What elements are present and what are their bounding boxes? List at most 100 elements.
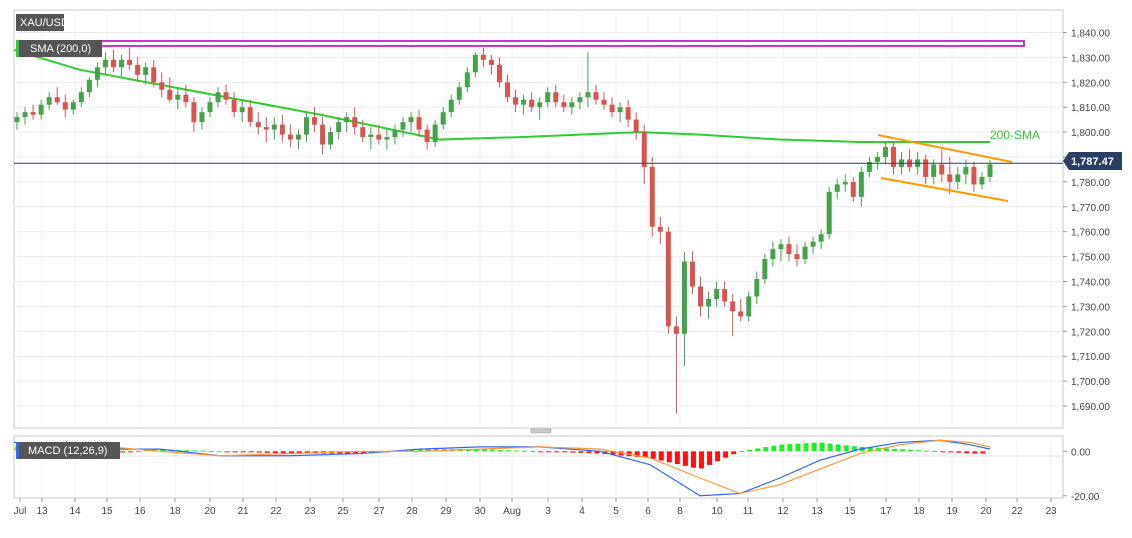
candle-bearish	[159, 82, 165, 90]
candle-bullish	[456, 87, 462, 100]
candle-bullish	[102, 59, 108, 68]
candle-bearish	[360, 127, 366, 138]
macd-histogram-bar-positive	[522, 450, 528, 452]
candle-bullish	[818, 234, 824, 242]
macd-histogram-bar-negative	[964, 451, 970, 454]
macd-histogram-bar-negative	[658, 451, 664, 461]
candle-bullish	[585, 92, 591, 98]
macd-histogram-bar-positive	[506, 450, 512, 452]
price-axis-tick-label: 1,710.00	[1071, 352, 1110, 363]
candle-bearish	[167, 89, 173, 100]
macd-histogram-bar-positive	[144, 450, 150, 452]
candle-bearish	[505, 82, 511, 98]
macd-histogram-bar-negative	[980, 451, 986, 454]
candle-bullish	[239, 107, 245, 113]
time-axis-tick-label: 20	[204, 506, 216, 517]
candle-bullish	[368, 134, 374, 138]
macd-histogram-bar-negative	[690, 451, 696, 468]
candle-bearish	[312, 117, 318, 125]
time-axis-tick-label: 19	[946, 506, 958, 517]
macd-indicator-label: MACD (12,26,9)	[28, 445, 107, 457]
candle-bearish	[30, 112, 36, 115]
macd-histogram-bar-negative	[682, 451, 688, 466]
horizontal-gridlines	[14, 31, 1063, 407]
macd-histogram-bar-positive	[900, 449, 906, 452]
price-axis-tick-label: 1,780.00	[1071, 178, 1110, 189]
candle-bullish	[706, 298, 712, 307]
time-axis-tick-label: 22	[1011, 506, 1023, 517]
candle-bearish	[151, 67, 157, 83]
symbol-label: XAU/USD	[20, 17, 69, 29]
candle-bullish	[987, 164, 993, 177]
candle-bullish	[207, 102, 213, 113]
sma-indicator-tag[interactable]: SMA (200,0)	[16, 40, 102, 57]
candle-bullish	[770, 249, 776, 260]
panel-resize-handle[interactable]	[530, 428, 552, 434]
candlesticks	[14, 47, 993, 414]
candle-bearish	[665, 231, 671, 327]
price-axis-tick-label: 1,810.00	[1071, 103, 1110, 114]
macd-histogram-bar-negative	[288, 451, 294, 454]
time-axis: Jul 13 14 15 16 18 20 21 22 23 25 27 28 29 30 Aug 3 4 5 6 8 1…	[14, 498, 1057, 517]
macd-histogram-bar-negative	[610, 451, 616, 455]
time-axis-tick-label: 11	[743, 506, 754, 517]
candle-bullish	[86, 79, 92, 93]
macd-histogram-bar-positive	[811, 442, 817, 452]
candle-bullish	[46, 97, 52, 105]
candle-bearish	[939, 164, 945, 175]
macd-histogram-bar-positive	[417, 449, 423, 452]
candle-bearish	[553, 92, 559, 103]
candle-bearish	[529, 99, 535, 108]
time-axis-tick-label: 8	[677, 506, 683, 517]
candle-bearish	[923, 159, 929, 177]
macd-histogram-bar-negative	[369, 451, 375, 453]
candle-bullish	[143, 67, 149, 75]
candle-bullish	[432, 124, 438, 143]
macd-histogram-bar-positive	[489, 449, 495, 452]
price-axis-tick-label: 1,730.00	[1071, 302, 1110, 313]
macd-histogram-bar-positive	[908, 449, 914, 452]
macd-histogram-bar-positive	[795, 443, 801, 452]
symbol-tag[interactable]: XAU/USD	[16, 14, 69, 31]
macd-histogram-bar-positive	[867, 447, 873, 452]
time-axis-tick-label: 16	[134, 506, 146, 517]
time-axis-tick-label: 29	[440, 506, 452, 517]
macd-histogram-bar-positive	[425, 449, 431, 452]
candle-bullish	[295, 134, 301, 140]
macd-histogram-bar-negative	[586, 451, 592, 454]
candle-bearish	[689, 261, 695, 287]
macd-indicator-tag[interactable]: MACD (12,26,9)	[16, 442, 120, 459]
macd-histogram-bar-negative	[723, 451, 729, 458]
candle-bearish	[609, 104, 615, 113]
macd-histogram-bar-negative	[361, 451, 367, 454]
time-axis-tick-label: 17	[880, 506, 892, 517]
macd-histogram-bar-negative	[128, 451, 134, 453]
candle-bullish	[617, 107, 623, 113]
price-axis-tick-label: 1,820.00	[1071, 78, 1110, 89]
candle-bearish	[416, 117, 422, 130]
macd-histogram-bar-negative	[546, 451, 552, 453]
price-axis-tick-label: 1,840.00	[1071, 28, 1110, 39]
macd-histogram-bar-positive	[176, 449, 182, 452]
candle-bearish	[625, 107, 631, 120]
macd-histogram-bar-positive	[787, 444, 793, 452]
candle-bullish	[842, 181, 848, 185]
macd-histogram-bar-positive	[747, 449, 753, 452]
price-axis-tick-label: 1,720.00	[1071, 327, 1110, 338]
time-axis-tick-label: 23	[304, 506, 316, 517]
macd-histogram-bar-positive	[763, 447, 769, 452]
time-axis-tick-label: 30	[474, 506, 486, 517]
time-axis-tick-label: 3	[545, 506, 551, 517]
candle-bearish	[561, 102, 567, 108]
candle-bearish	[730, 301, 736, 312]
candle-bullish	[569, 102, 575, 108]
candle-bearish	[593, 92, 599, 100]
macd-histogram-bar-negative	[296, 451, 302, 454]
macd-histogram-bar-negative	[120, 451, 126, 453]
macd-histogram-bar-negative	[232, 451, 238, 453]
macd-histogram-bar-positive	[924, 450, 930, 452]
macd-histogram-bar-positive	[803, 443, 809, 452]
macd-line	[13, 439, 991, 497]
candle-bullish	[328, 132, 334, 145]
candle-bullish	[303, 117, 309, 135]
